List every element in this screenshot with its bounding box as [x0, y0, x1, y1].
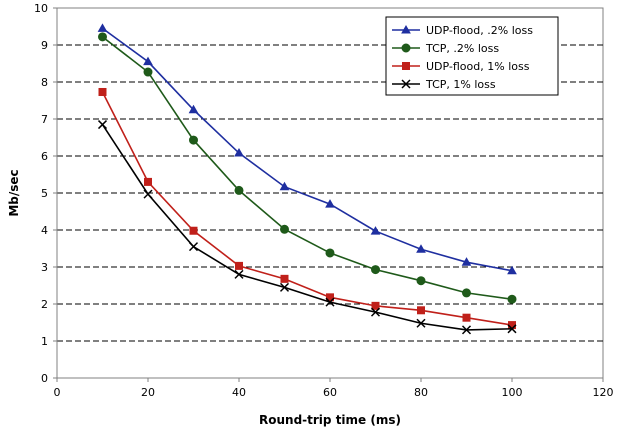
legend-entry-2: UDP-flood, 1% loss [392, 60, 530, 73]
data-point [325, 199, 335, 208]
x-tick-label: 20 [141, 386, 155, 399]
data-point [416, 244, 426, 253]
data-point [462, 313, 471, 322]
data-point [507, 324, 517, 334]
legend-entry-3: TCP, 1% loss [392, 78, 496, 91]
x-marker-stroke [234, 269, 244, 279]
data-point [461, 257, 472, 266]
data-point [98, 32, 107, 42]
data-point [97, 23, 108, 32]
data-point [234, 185, 244, 195]
x-tick-label: 120 [593, 386, 614, 399]
x-tick-label: 60 [323, 386, 337, 399]
y-axis-title: Mb/sec [7, 169, 21, 216]
series-line [102, 36, 513, 300]
series-line [101, 124, 513, 331]
x-tick-label: 100 [502, 386, 523, 399]
series-line [102, 27, 513, 272]
data-point [234, 148, 244, 157]
x-marker-stroke [97, 120, 108, 130]
x-marker-stroke [416, 318, 426, 328]
legend-label: UDP-flood, 1% loss [426, 60, 530, 73]
legend-entry-0: UDP-flood, .2% loss [392, 24, 533, 37]
data-point [143, 189, 153, 199]
legend-marker [401, 24, 411, 34]
legend-label: TCP, .2% loss [425, 42, 499, 55]
data-point [507, 294, 517, 304]
data-point [508, 321, 516, 330]
x-marker-stroke [279, 282, 290, 292]
data-point [371, 265, 380, 275]
data-point [188, 104, 199, 114]
data-point [189, 226, 198, 235]
series-0 [97, 23, 517, 275]
data-point [462, 288, 471, 298]
data-point [416, 276, 426, 286]
data-point [97, 120, 108, 130]
data-point [461, 325, 472, 335]
y-tick-label: 4 [41, 224, 48, 237]
data-point [325, 248, 335, 258]
x-marker-stroke [370, 307, 381, 317]
data-point [235, 261, 243, 270]
y-tick-label: 6 [41, 150, 48, 163]
data-point [370, 226, 381, 235]
x-marker-stroke [461, 325, 472, 335]
x-marker-stroke [325, 297, 335, 307]
legend-entry-1: TCP, .2% loss [392, 42, 499, 55]
x-marker-stroke [143, 189, 153, 199]
data-point [325, 297, 335, 307]
data-point [143, 67, 153, 77]
data-point [370, 307, 381, 317]
data-point [279, 282, 290, 292]
data-point [417, 306, 425, 315]
data-point [416, 318, 426, 328]
series-line [101, 91, 513, 326]
x-marker-stroke [401, 79, 411, 89]
legend: UDP-flood, .2% loss TCP, .2% loss UDP-floo… [385, 16, 559, 96]
x-tick-label: 80 [414, 386, 428, 399]
data-point [507, 265, 517, 275]
y-tick-label: 5 [41, 187, 48, 200]
legend-label: TCP, 1% loss [425, 78, 496, 91]
y-tick-label: 8 [41, 76, 48, 89]
x-tick-label: 0 [54, 386, 61, 399]
y-tick-label: 7 [41, 113, 48, 126]
legend-marker [402, 62, 410, 70]
x-marker-stroke [188, 242, 199, 252]
data-point [371, 301, 380, 310]
data-point [188, 242, 199, 252]
y-tick-label: 2 [41, 298, 48, 311]
data-point [279, 181, 290, 191]
y-tick-label: 0 [41, 372, 48, 385]
legend-marker [401, 79, 411, 89]
x-marker-stroke [507, 324, 517, 334]
y-tick-label: 1 [41, 335, 48, 348]
y-tick-label: 3 [41, 261, 48, 274]
data-point [280, 224, 289, 234]
x-axis-title: Round-trip time (ms) [259, 413, 401, 427]
legend-label: UDP-flood, .2% loss [426, 24, 533, 37]
data-point [234, 269, 244, 279]
legend-marker [401, 43, 411, 53]
series-1 [98, 32, 517, 304]
data-point [98, 87, 107, 96]
data-point [189, 135, 198, 145]
series-3 [97, 120, 517, 335]
data-point [326, 293, 334, 302]
y-tick-label: 9 [41, 39, 48, 52]
y-tick-label: 10 [34, 2, 48, 15]
series-2 [98, 87, 516, 330]
x-tick-label: 40 [232, 386, 246, 399]
data-point [280, 274, 289, 283]
data-point [143, 56, 153, 66]
data-point [144, 177, 152, 186]
series-group [97, 23, 517, 335]
